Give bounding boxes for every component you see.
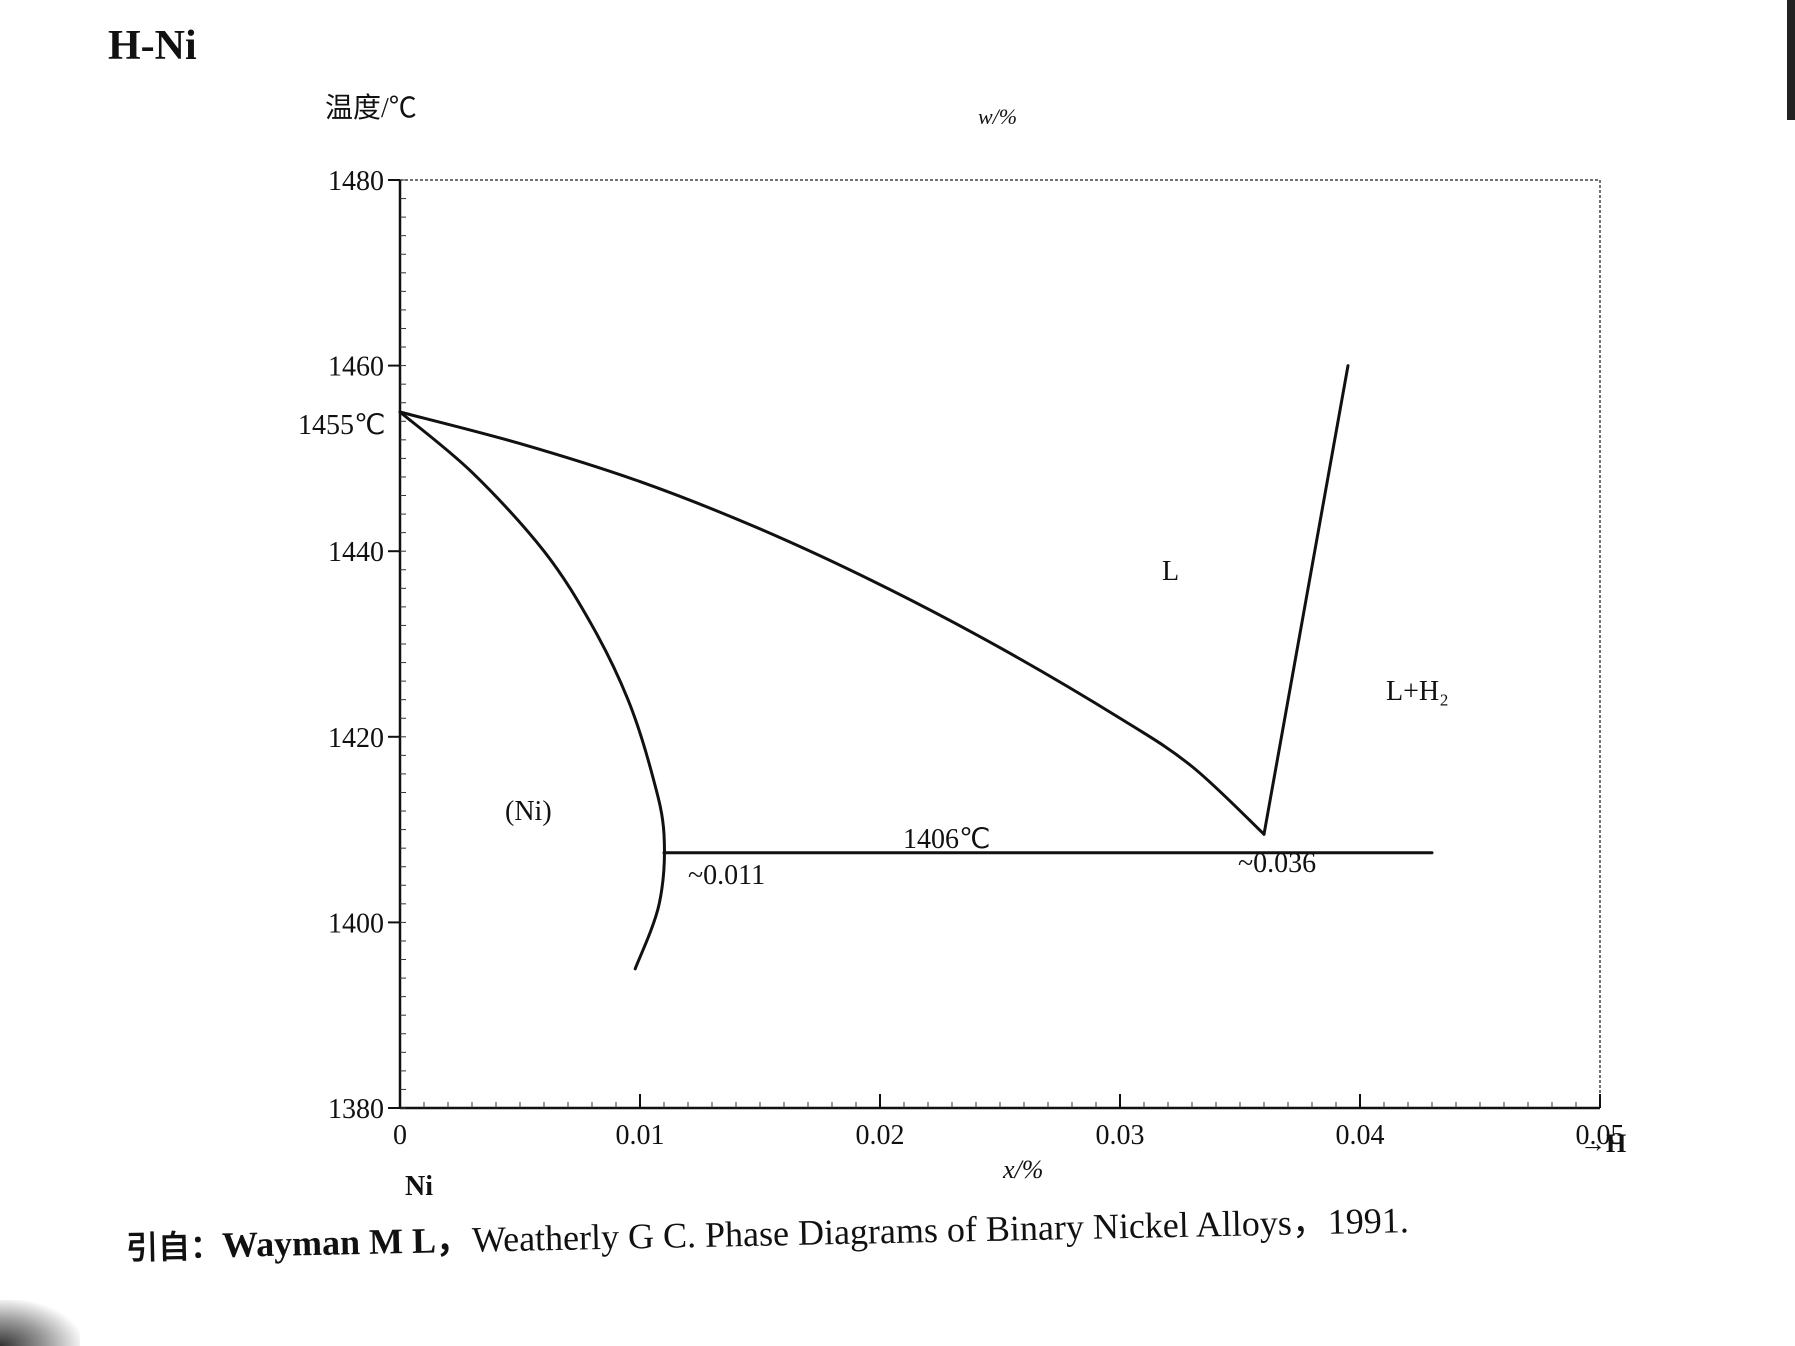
x-tick-label: 0.01 [616, 1120, 665, 1151]
x-tick-label: 0.02 [856, 1120, 905, 1151]
x-tick-label: 0.04 [1336, 1120, 1385, 1151]
y-tick-label: 1440 [328, 537, 384, 568]
x-tick-label: 0.05 [1576, 1120, 1625, 1151]
phase-boundary-group [398, 364, 1434, 971]
y-tick-label: 1400 [328, 908, 384, 939]
x-axis-right-element: →H [1580, 1129, 1626, 1158]
x-tick-group: 0 0.01 0.02 0.03 0.04 0.05 [393, 1094, 1625, 1151]
h2-boundary-line [1262, 364, 1350, 836]
melting-point-label: 1455℃ [298, 410, 385, 441]
plot-frame [399, 179, 1601, 1109]
citation-prefix: 引自： [125, 1226, 223, 1267]
y-tick-label: 1460 [328, 352, 384, 383]
top-axis-label: w/% [978, 104, 1017, 129]
liquid-composition-label: ~0.036 [1238, 848, 1316, 879]
citation-authors: Wayman M L， [221, 1219, 473, 1265]
region-liquid-gas-label: L+H₂ [1386, 676, 1449, 707]
region-liquid-label: L [1162, 556, 1179, 587]
solid-solubility-label: ~0.011 [688, 860, 765, 891]
x-axis-label: x/% [1002, 1155, 1043, 1184]
y-tick-label: 1420 [328, 723, 384, 754]
y-tick-label: 1480 [328, 166, 384, 197]
x-tick-label: 0 [393, 1120, 407, 1151]
x-tick-label: 0.03 [1096, 1120, 1145, 1151]
eutectic-temperature-label: 1406℃ [903, 824, 990, 855]
region-ni-solid-label: (Ni) [505, 796, 552, 827]
x-axis-left-element: Ni [405, 1171, 433, 1202]
page-title: H-Ni [108, 23, 197, 69]
scan-smudge [0, 1300, 80, 1346]
minor-ticks [399, 179, 1601, 1109]
y-tick-label: 1380 [328, 1094, 384, 1125]
y-tick-group: 1380 1400 1420 1440 1460 1480 [328, 166, 400, 1125]
scan-edge-shadow [1787, 0, 1795, 120]
solidus-line [398, 410, 666, 971]
liquidus-line [398, 410, 1266, 836]
y-axis-label: 温度/℃ [325, 92, 417, 124]
